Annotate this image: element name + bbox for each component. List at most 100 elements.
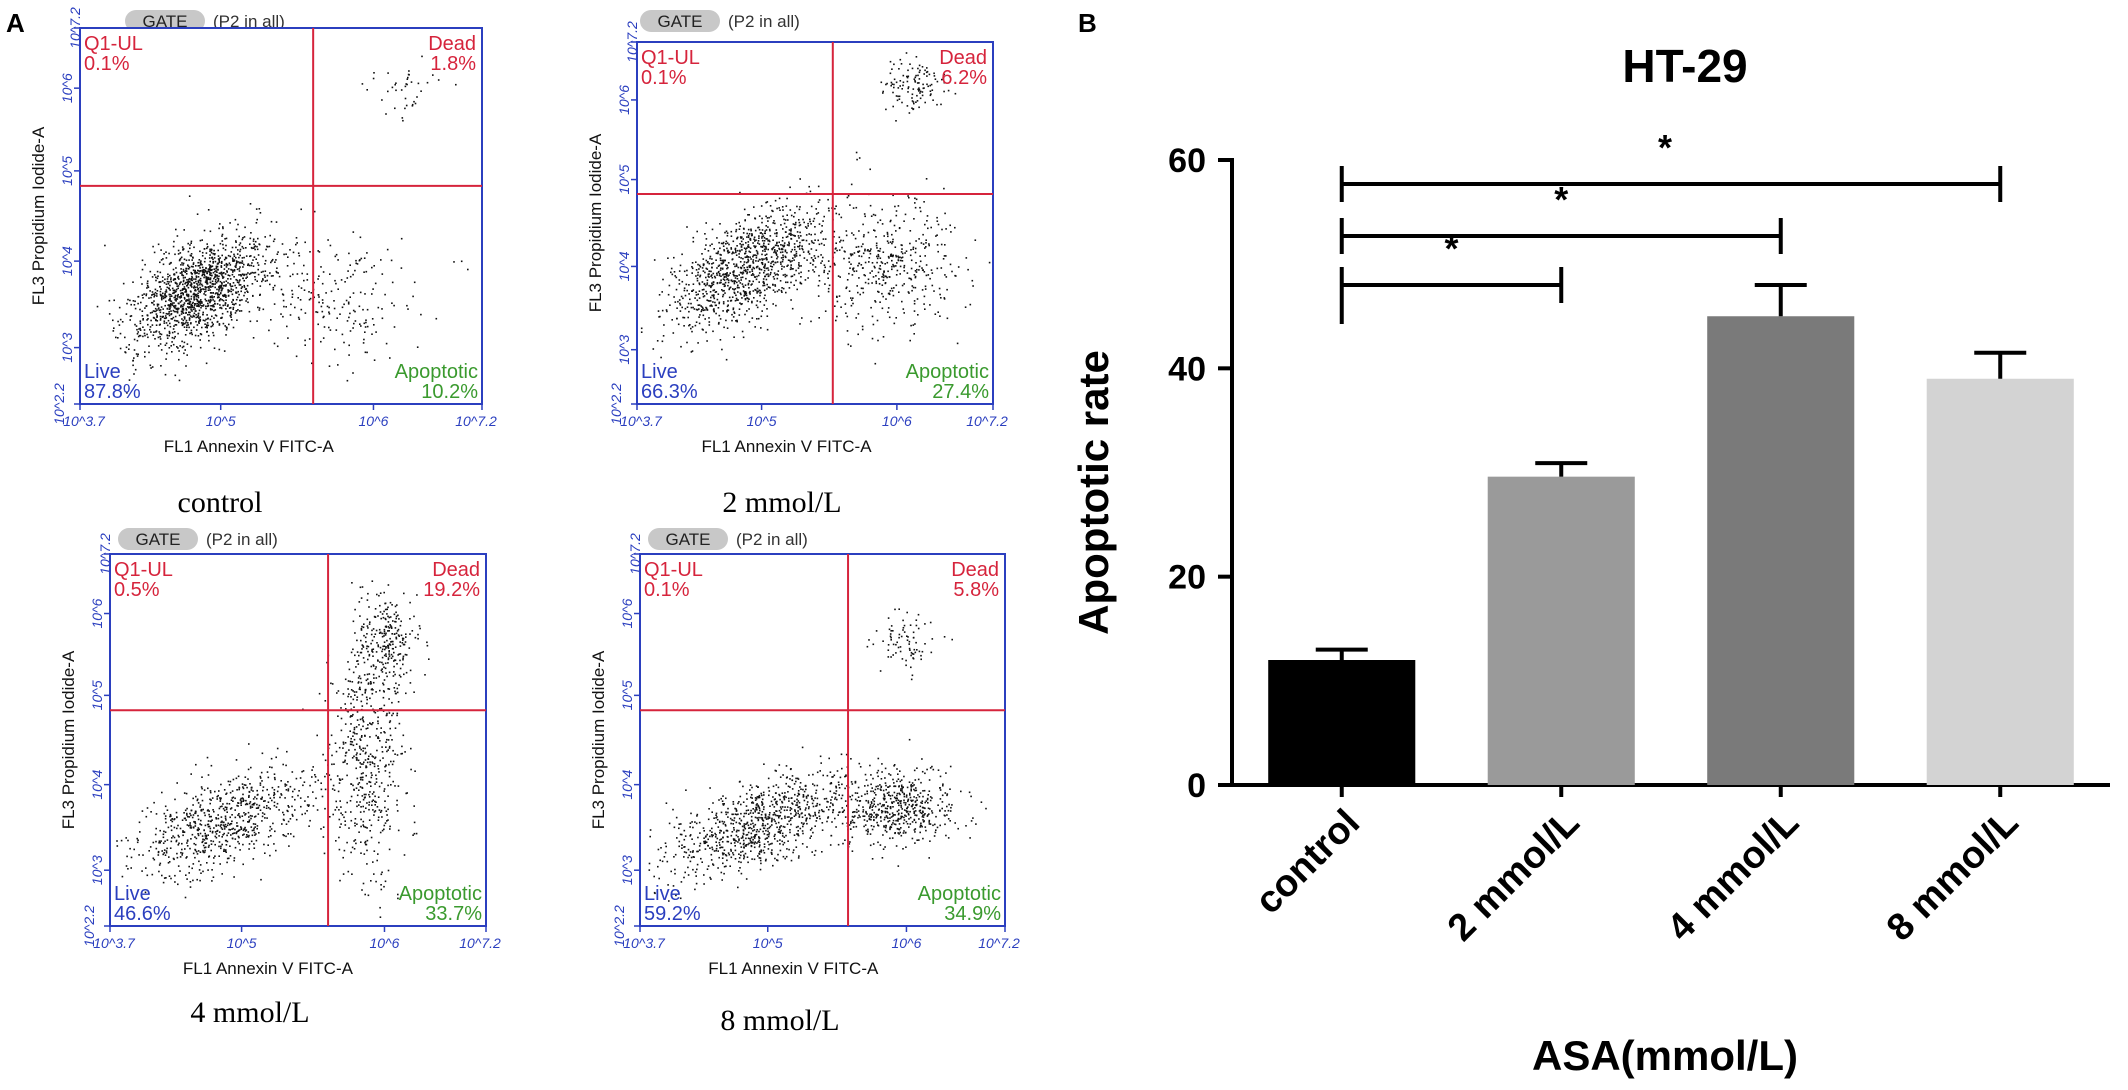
event-dot bbox=[752, 272, 754, 275]
event-dot bbox=[722, 302, 725, 305]
event-dot bbox=[253, 816, 256, 818]
event-dot bbox=[924, 69, 926, 72]
event-dot bbox=[144, 334, 146, 337]
event-dot bbox=[156, 316, 158, 318]
event-dot bbox=[402, 734, 405, 737]
event-dot bbox=[270, 261, 272, 264]
event-dot bbox=[375, 331, 377, 333]
event-dot bbox=[888, 316, 891, 319]
event-dot bbox=[900, 63, 903, 65]
event-dot bbox=[362, 626, 365, 629]
event-dot bbox=[834, 248, 837, 250]
event-dot bbox=[183, 817, 186, 820]
event-dot bbox=[880, 81, 883, 84]
event-dot bbox=[176, 298, 179, 300]
event-dot bbox=[745, 269, 747, 272]
x-tick-label: 10^7.2 bbox=[966, 413, 1008, 429]
event-dot bbox=[249, 783, 251, 785]
event-dot bbox=[186, 842, 188, 844]
event-dot bbox=[421, 55, 423, 58]
event-dot bbox=[139, 308, 141, 311]
event-dot bbox=[196, 302, 199, 305]
event-dot bbox=[164, 373, 167, 376]
event-dot bbox=[238, 270, 241, 272]
event-dot bbox=[912, 248, 914, 250]
event-dot bbox=[169, 300, 172, 302]
event-dot bbox=[732, 307, 735, 309]
event-dot bbox=[282, 315, 284, 318]
event-dot bbox=[942, 258, 945, 260]
event-dot bbox=[726, 327, 729, 329]
event-dot bbox=[186, 856, 188, 858]
event-dot bbox=[356, 660, 358, 662]
event-dot bbox=[228, 784, 231, 786]
event-dot bbox=[204, 323, 206, 325]
event-dot bbox=[382, 663, 384, 666]
event-dot bbox=[251, 271, 254, 274]
x-tick-label: 10^6 bbox=[882, 413, 912, 429]
event-dot bbox=[766, 328, 769, 331]
event-dot bbox=[723, 275, 726, 278]
event-dot bbox=[884, 275, 887, 277]
event-dot bbox=[205, 318, 207, 321]
event-dot bbox=[145, 305, 148, 307]
event-dot bbox=[146, 807, 149, 809]
event-dot bbox=[364, 692, 366, 694]
event-dot bbox=[748, 280, 751, 282]
event-dot bbox=[199, 832, 202, 835]
event-dot bbox=[390, 641, 392, 643]
event-dot bbox=[329, 273, 331, 275]
event-dot bbox=[385, 113, 387, 115]
event-dot bbox=[237, 814, 239, 816]
event-dot bbox=[178, 842, 180, 845]
event-dot bbox=[376, 642, 378, 644]
event-dot bbox=[747, 837, 750, 840]
event-dot bbox=[713, 310, 715, 313]
event-dot bbox=[924, 223, 926, 226]
event-dot bbox=[911, 285, 914, 287]
plot-caption: control bbox=[178, 486, 263, 519]
event-dot bbox=[726, 309, 729, 311]
event-dot bbox=[176, 827, 178, 830]
event-dot bbox=[164, 296, 167, 299]
event-dot bbox=[785, 226, 788, 228]
event-dot bbox=[219, 287, 221, 290]
event-dot bbox=[411, 105, 414, 107]
event-dot bbox=[183, 812, 185, 814]
event-dot bbox=[169, 306, 172, 308]
event-dot bbox=[220, 317, 223, 319]
event-dot bbox=[190, 345, 192, 348]
event-dot bbox=[377, 722, 379, 725]
event-dot bbox=[809, 190, 812, 193]
event-dot bbox=[182, 309, 185, 311]
event-dot bbox=[782, 215, 784, 218]
event-dot bbox=[246, 834, 248, 836]
event-dot bbox=[391, 302, 393, 304]
event-dot bbox=[901, 101, 903, 104]
event-dot bbox=[225, 326, 228, 328]
event-dot bbox=[763, 269, 766, 272]
event-dot bbox=[910, 267, 913, 270]
event-dot bbox=[199, 270, 201, 273]
event-dot bbox=[798, 221, 801, 224]
event-dot bbox=[176, 311, 179, 314]
event-dot bbox=[383, 824, 386, 827]
event-dot bbox=[864, 261, 867, 264]
event-dot bbox=[801, 239, 804, 242]
event-dot bbox=[713, 248, 715, 250]
event-dot bbox=[736, 237, 738, 240]
event-dot bbox=[191, 867, 193, 870]
event-dot bbox=[348, 316, 350, 319]
event-dot bbox=[755, 278, 758, 281]
event-dot bbox=[205, 276, 208, 278]
event-dot bbox=[171, 331, 174, 334]
event-dot bbox=[765, 253, 768, 256]
event-dot bbox=[224, 806, 227, 808]
event-dot bbox=[930, 269, 933, 271]
event-dot bbox=[715, 291, 718, 293]
event-dot bbox=[238, 293, 240, 296]
event-dot bbox=[683, 325, 685, 327]
event-dot bbox=[752, 266, 755, 269]
event-dot bbox=[183, 302, 186, 304]
event-dot bbox=[148, 297, 150, 299]
